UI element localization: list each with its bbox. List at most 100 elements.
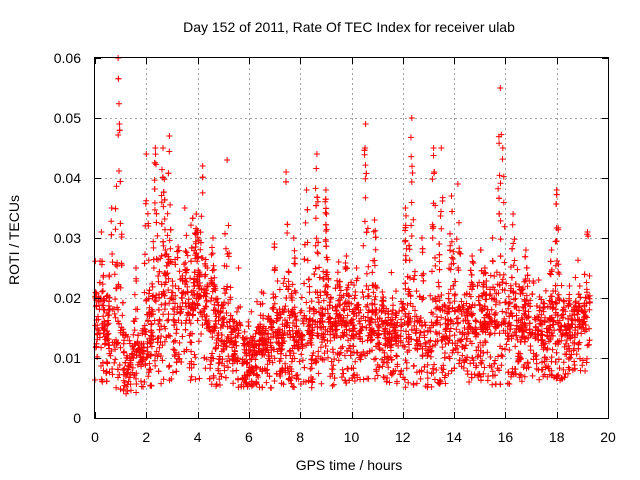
data-point (338, 345, 344, 352)
data-point (148, 320, 155, 327)
data-point (273, 370, 280, 377)
data-point (442, 326, 449, 333)
data-point (217, 370, 224, 377)
data-point (484, 306, 491, 313)
data-point (554, 373, 561, 380)
data-point (408, 233, 415, 239)
data-point (432, 298, 439, 305)
data-point (460, 365, 467, 371)
data-point (383, 319, 390, 326)
data-point (410, 381, 417, 388)
data-point (402, 285, 409, 292)
data-point (382, 325, 389, 332)
data-point (117, 344, 124, 351)
data-point (585, 341, 592, 348)
data-point (145, 351, 152, 358)
data-point (145, 309, 152, 316)
data-point (429, 268, 435, 275)
data-point (387, 338, 394, 344)
data-point (550, 288, 557, 294)
data-point (328, 358, 335, 365)
data-point (517, 291, 524, 297)
data-point (412, 307, 418, 314)
data-point (278, 334, 285, 341)
data-point (190, 279, 197, 286)
data-point (174, 304, 181, 311)
data-point (333, 307, 340, 314)
data-point (491, 273, 498, 280)
data-point (461, 359, 468, 366)
data-point (202, 317, 209, 324)
data-point (270, 346, 277, 353)
data-point (427, 347, 434, 353)
data-point (370, 228, 377, 235)
data-point (225, 222, 232, 229)
data-point (455, 267, 462, 274)
data-point (454, 349, 461, 356)
data-point (227, 294, 234, 301)
data-point (403, 245, 410, 252)
data-point (436, 258, 443, 265)
data-point (408, 199, 415, 206)
data-point (192, 231, 199, 238)
data-point (414, 345, 420, 352)
data-point (456, 357, 463, 364)
data-point (290, 320, 296, 326)
data-point (133, 389, 140, 396)
data-point (350, 365, 357, 372)
data-point (329, 370, 336, 377)
data-point (413, 369, 420, 376)
data-point (389, 311, 395, 318)
data-point (535, 327, 542, 334)
data-point (289, 374, 295, 381)
data-point (495, 185, 502, 192)
data-point (141, 260, 148, 267)
data-point (477, 347, 484, 354)
data-point (178, 320, 185, 326)
data-point (374, 372, 381, 379)
data-point (442, 380, 449, 387)
data-point (566, 291, 573, 298)
data-point (314, 323, 321, 330)
data-point (448, 367, 455, 374)
data-point (188, 258, 195, 265)
data-point (109, 259, 116, 266)
data-point (189, 304, 195, 311)
data-point (510, 262, 517, 269)
data-point (284, 331, 291, 338)
data-point (432, 254, 438, 261)
data-point (482, 339, 489, 346)
data-point (443, 334, 450, 341)
data-point (406, 288, 413, 295)
data-point (210, 372, 217, 379)
data-point (553, 238, 560, 245)
data-point (166, 237, 173, 244)
data-point (547, 271, 554, 278)
data-point (376, 315, 383, 322)
data-point (483, 324, 490, 331)
data-point (332, 303, 339, 310)
data-point (447, 325, 454, 332)
data-point (210, 307, 217, 314)
data-point (330, 381, 337, 388)
data-point (181, 348, 188, 355)
data-point (134, 361, 141, 368)
data-point (150, 311, 156, 318)
data-point (518, 334, 525, 341)
data-point (451, 307, 458, 314)
data-point (550, 304, 557, 311)
data-point (401, 376, 408, 383)
data-point (239, 356, 246, 363)
data-point (464, 368, 471, 374)
data-point (575, 307, 581, 314)
data-point (586, 306, 593, 313)
chart-title: Day 152 of 2011, Rate Of TEC Index for r… (183, 19, 515, 35)
data-point (296, 358, 303, 365)
data-point (122, 359, 129, 366)
data-point (234, 357, 241, 364)
data-point (480, 342, 486, 349)
data-point (164, 210, 171, 217)
data-point (103, 370, 110, 377)
data-point (201, 273, 208, 280)
data-point (536, 376, 543, 383)
